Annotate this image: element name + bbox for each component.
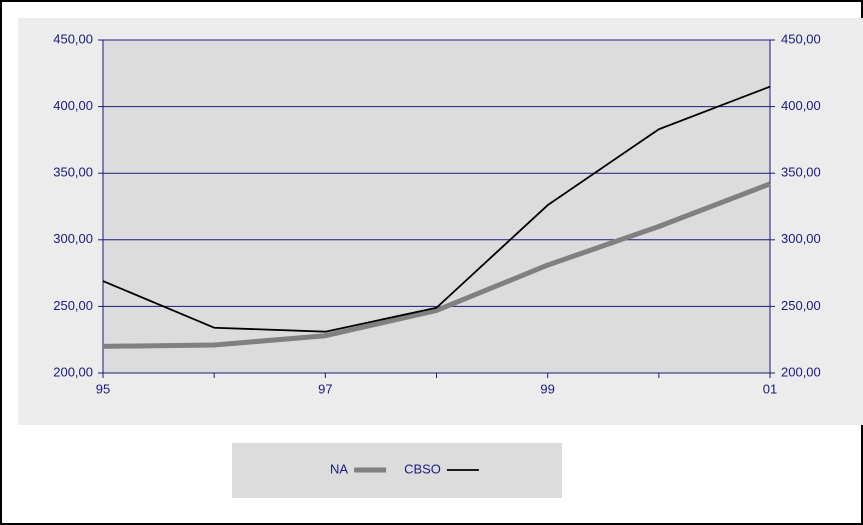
- series-line: [102, 181, 771, 349]
- legend-label: NA: [330, 461, 348, 476]
- x-tick-label: 97: [318, 381, 332, 396]
- x-tick-label: 95: [96, 381, 110, 396]
- y2-tick-label: 300,00: [781, 231, 821, 246]
- y-tick-label: 350,00: [53, 165, 93, 180]
- x-tick-label: 99: [540, 381, 554, 396]
- y-tick-label: 450,00: [53, 31, 93, 46]
- legend-label: CBSO: [404, 461, 441, 476]
- y2-tick-label: 250,00: [781, 298, 821, 313]
- y-tick-label: 300,00: [53, 231, 93, 246]
- y-tick-label: 200,00: [53, 364, 93, 379]
- y-tick-label: 400,00: [53, 98, 93, 113]
- y2-tick-label: 450,00: [781, 31, 821, 46]
- y-tick-label: 250,00: [53, 298, 93, 313]
- series-line: [102, 85, 771, 333]
- plot-area: [103, 40, 770, 373]
- x-tick-label: 01: [763, 381, 777, 396]
- y2-tick-label: 350,00: [781, 165, 821, 180]
- y2-tick-label: 200,00: [781, 364, 821, 379]
- y2-tick-label: 400,00: [781, 98, 821, 113]
- legend: [232, 443, 562, 498]
